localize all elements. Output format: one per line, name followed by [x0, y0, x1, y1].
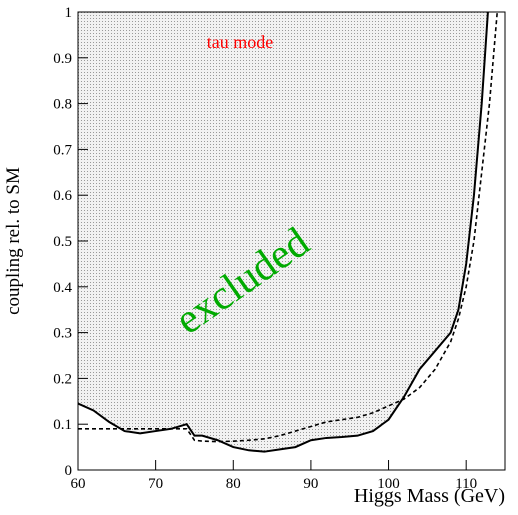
- y-tick-label: 0.9: [53, 51, 72, 67]
- x-axis-label: Higgs Mass (GeV): [354, 485, 505, 507]
- y-tick-label: 0.4: [53, 280, 72, 296]
- y-tick-label: 0: [65, 463, 73, 479]
- x-tick-label: 100: [377, 476, 400, 492]
- y-tick-label: 0.8: [53, 97, 72, 113]
- x-tick-label: 80: [226, 476, 241, 492]
- y-tick-label: 0.1: [53, 417, 72, 433]
- x-tick-label: 110: [455, 476, 477, 492]
- x-tick-label: 70: [148, 476, 163, 492]
- y-tick-label: 1: [65, 5, 73, 21]
- y-tick-label: 0.6: [53, 188, 72, 204]
- y-axis-label: coupling rel. to SM: [3, 167, 24, 315]
- expected-line: [78, 12, 499, 443]
- annotation: tau mode: [207, 32, 273, 52]
- plot-area: [78, 12, 499, 453]
- x-tick-label: 90: [303, 476, 318, 492]
- excluded-area: [78, 12, 488, 452]
- x-tick-label: 60: [71, 476, 86, 492]
- observed-line: [78, 12, 489, 453]
- y-tick-label: 0.5: [53, 234, 72, 250]
- y-tick-label: 0.2: [53, 371, 72, 387]
- y-tick-label: 0.7: [53, 142, 72, 158]
- y-tick-label: 0.3: [53, 326, 72, 342]
